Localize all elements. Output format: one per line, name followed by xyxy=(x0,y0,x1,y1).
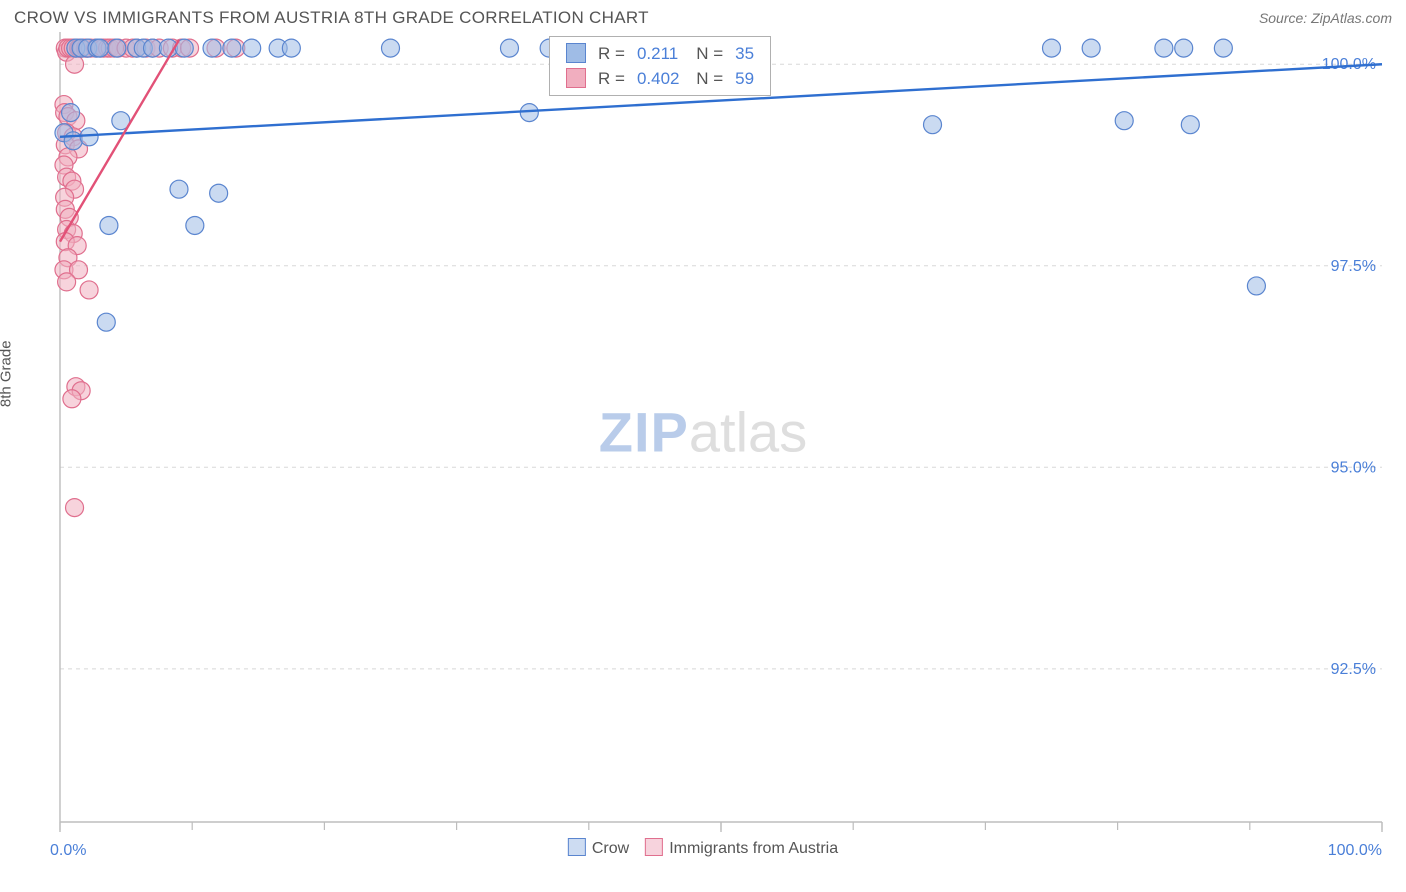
bottom-legend: Crow Immigrants from Austria xyxy=(568,838,838,858)
x-axis-min-label: 0.0% xyxy=(50,842,86,860)
svg-text:92.5%: 92.5% xyxy=(1331,661,1376,678)
austria-n-value: 59 xyxy=(729,66,760,91)
x-axis-footer: 0.0% Crow Immigrants from Austria 100.0% xyxy=(14,832,1392,872)
stats-row-austria: R =0.402 N =59 xyxy=(560,66,760,91)
crow-n-value: 35 xyxy=(729,41,760,66)
correlation-stats-box: R =0.211 N =35 R =0.402 N =59 xyxy=(549,36,771,96)
chart-area: 8th Grade 92.5%95.0%97.5%100.0% ZIPatlas… xyxy=(14,32,1392,832)
austria-r-value: 0.402 xyxy=(631,66,686,91)
y-axis-label: 8th Grade xyxy=(0,340,15,407)
austria-legend-swatch-icon xyxy=(645,838,663,856)
austria-swatch-icon xyxy=(566,68,586,88)
x-axis-max-label: 100.0% xyxy=(1328,842,1382,860)
legend-item-austria: Immigrants from Austria xyxy=(645,838,838,858)
source-label: Source: ZipAtlas.com xyxy=(1259,10,1392,26)
chart-title: CROW VS IMMIGRANTS FROM AUSTRIA 8TH GRAD… xyxy=(14,8,649,28)
legend-item-crow: Crow xyxy=(568,838,629,858)
scatter-plot: 92.5%95.0%97.5%100.0% xyxy=(14,32,1392,832)
crow-r-value: 0.211 xyxy=(631,41,686,66)
crow-legend-swatch-icon xyxy=(568,838,586,856)
svg-text:97.5%: 97.5% xyxy=(1331,258,1376,275)
svg-text:95.0%: 95.0% xyxy=(1331,459,1376,476)
header: CROW VS IMMIGRANTS FROM AUSTRIA 8TH GRAD… xyxy=(0,0,1406,32)
stats-row-crow: R =0.211 N =35 xyxy=(560,41,760,66)
crow-swatch-icon xyxy=(566,43,586,63)
